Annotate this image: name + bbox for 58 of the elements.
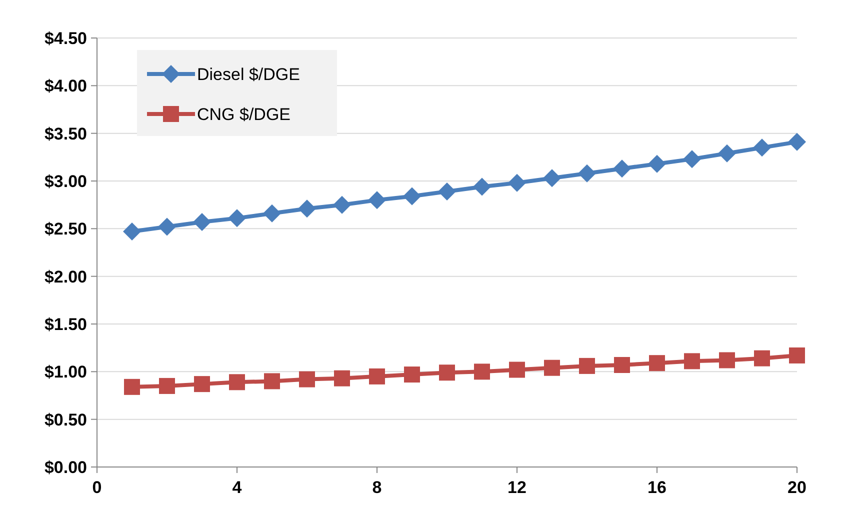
- point: [613, 160, 631, 178]
- point: [648, 154, 666, 173]
- y-tick-label: $4.50: [44, 28, 87, 48]
- point: [263, 204, 281, 222]
- x-tick-label: 16: [648, 478, 666, 497]
- point: [158, 218, 176, 236]
- point: [228, 209, 246, 228]
- point: [473, 178, 491, 196]
- x-tick-label: 20: [788, 478, 806, 497]
- point: [439, 364, 455, 381]
- point: [194, 376, 210, 392]
- point: [754, 350, 770, 366]
- y-tick-label: $3.50: [44, 124, 87, 144]
- point: [333, 196, 351, 214]
- y-tick-label: $4.00: [44, 76, 87, 96]
- x-tick-label: 4: [232, 478, 242, 497]
- point: [193, 212, 211, 231]
- point: [649, 355, 665, 372]
- point: [684, 353, 700, 370]
- point: [578, 164, 596, 182]
- point: [753, 138, 771, 157]
- y-tick-label: $0.50: [44, 410, 87, 430]
- x-tick-label: 0: [92, 478, 102, 497]
- point: [369, 368, 385, 384]
- point: [368, 191, 386, 210]
- x-tick-label: 12: [508, 478, 526, 497]
- point: [438, 182, 456, 200]
- point: [509, 362, 525, 378]
- point: [124, 378, 140, 395]
- y-tick-label: $2.00: [44, 267, 87, 286]
- point: [404, 366, 420, 383]
- point: [229, 374, 245, 390]
- x-tick-label: 8: [372, 478, 382, 497]
- point: [683, 150, 701, 168]
- point: [334, 370, 350, 386]
- point: [403, 187, 421, 206]
- point: [788, 132, 806, 151]
- point: [614, 356, 630, 373]
- point: [508, 174, 526, 192]
- y-tick-label: $2.50: [44, 220, 87, 239]
- point: [299, 371, 315, 388]
- point: [264, 373, 280, 390]
- point: [474, 364, 490, 380]
- y-tick-label: $1.00: [44, 362, 87, 382]
- point: [544, 360, 560, 376]
- y-tick-label: $0.00: [44, 458, 87, 477]
- point: [123, 222, 141, 241]
- point: [718, 144, 736, 162]
- point: [298, 200, 316, 218]
- point: [719, 352, 735, 368]
- legend-label: Diesel $/DGE: [197, 64, 300, 84]
- point: [159, 378, 175, 394]
- point: [579, 358, 595, 374]
- y-tick-label: $1.50: [44, 314, 87, 334]
- point: [543, 169, 561, 188]
- legend-label: CNG $/DGE: [197, 104, 291, 124]
- point: [789, 347, 805, 364]
- y-tick-label: $3.00: [44, 172, 87, 191]
